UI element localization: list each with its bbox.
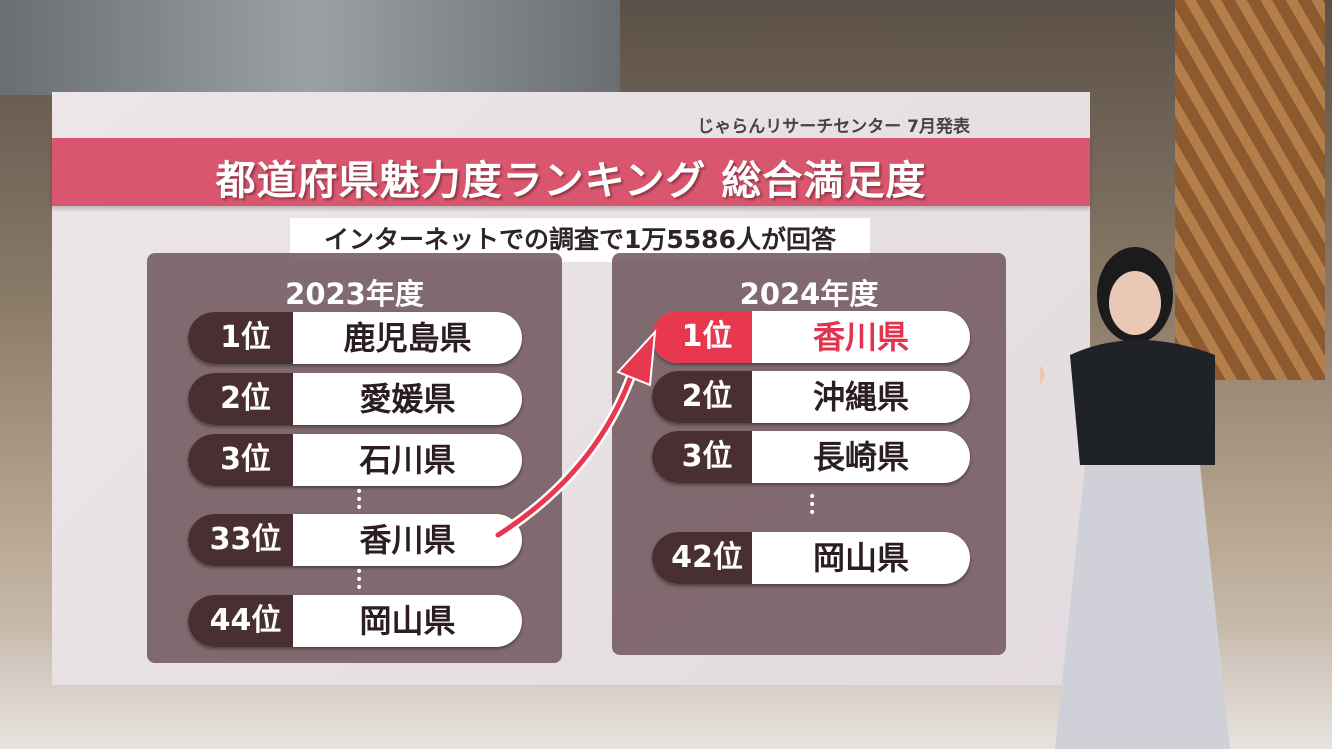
prefecture: 岡山県 <box>812 539 909 577</box>
ranking-row-highlight: 1位 香川県 <box>652 311 970 363</box>
prefecture: 鹿児島県 <box>343 319 472 357</box>
year-label: 2023年度 <box>285 277 424 311</box>
prefecture: 石川県 <box>359 441 456 479</box>
ranking-row: 3位 石川県 <box>188 434 522 486</box>
title-bar: 都道府県魅力度ランキング 総合満足度 <box>52 138 1090 206</box>
rank-badge: 2位 <box>652 371 752 423</box>
prefecture: 香川県 <box>359 521 456 559</box>
presenter <box>1040 247 1230 749</box>
rank-badge: 33位 <box>188 514 293 566</box>
ranking-row: 3位 長崎県 <box>652 431 970 483</box>
ellipsis: • • • <box>808 489 817 521</box>
ellipsis: • • • <box>355 484 364 516</box>
rank-badge: 1位 <box>652 311 752 363</box>
rank-badge: 42位 <box>652 532 752 584</box>
subtitle: インターネットでの調査で1万5586人が回答 <box>290 218 870 262</box>
rank-badge: 1位 <box>188 312 293 364</box>
ranking-row: 44位 岡山県 <box>188 595 522 647</box>
studio-window <box>0 0 620 95</box>
prefecture: 長崎県 <box>812 438 909 476</box>
ellipsis: • • • <box>355 564 364 596</box>
source-label: じゃらんリサーチセンター 7月発表 <box>697 117 970 137</box>
page-title: 都道府県魅力度ランキング 総合満足度 <box>215 158 927 204</box>
ranking-row: 2位 沖縄県 <box>652 371 970 423</box>
ranking-row: 2位 愛媛県 <box>188 373 522 425</box>
ranking-row: 1位 鹿児島県 <box>188 312 522 364</box>
prefecture: 沖縄県 <box>812 378 909 416</box>
studio-wood-wall <box>1175 0 1325 380</box>
rank-badge: 2位 <box>188 373 293 425</box>
prefecture: 愛媛県 <box>359 380 456 418</box>
prefecture: 香川県 <box>812 318 909 356</box>
rank-badge: 44位 <box>188 595 293 647</box>
ranking-row: 33位 香川県 <box>188 514 522 566</box>
rank-badge: 3位 <box>652 431 752 483</box>
prefecture: 岡山県 <box>359 602 456 640</box>
ranking-row: 42位 岡山県 <box>652 532 970 584</box>
year-label: 2024年度 <box>739 277 879 311</box>
rank-badge: 3位 <box>188 434 293 486</box>
